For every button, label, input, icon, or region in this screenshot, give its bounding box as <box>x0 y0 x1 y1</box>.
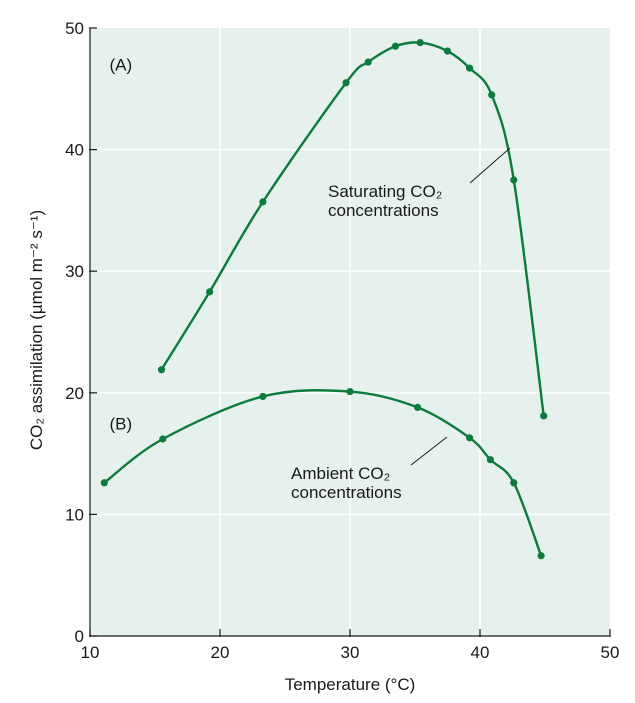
data-point <box>364 58 372 66</box>
annotation-text: concentrations <box>328 201 439 220</box>
series-line-1 <box>103 389 543 557</box>
data-point <box>206 288 214 296</box>
grid <box>90 28 610 636</box>
series-lines <box>103 41 545 557</box>
data-points <box>100 38 548 560</box>
annotation-leader-line <box>410 436 448 466</box>
data-point <box>488 91 496 99</box>
axes <box>89 27 611 637</box>
y-tick-label: 30 <box>65 262 84 281</box>
data-point <box>159 435 167 443</box>
y-axis-title: CO₂ assimilation (µmol m⁻² s⁻¹) <box>27 210 46 450</box>
data-point <box>466 64 474 72</box>
data-point <box>100 479 108 487</box>
data-point <box>510 176 518 184</box>
panel-label: (B) <box>110 414 133 433</box>
y-tick-label: 10 <box>65 505 84 524</box>
annotation-leader-line <box>469 147 511 184</box>
data-point <box>443 47 452 55</box>
y-tick-label: 0 <box>75 627 84 646</box>
data-point <box>537 552 545 560</box>
data-point <box>259 198 267 206</box>
annotation-text: concentrations <box>291 483 402 502</box>
x-tick-label: 10 <box>81 643 100 662</box>
data-point <box>416 38 424 47</box>
y-tick-label: 20 <box>65 384 84 403</box>
data-point <box>259 392 267 401</box>
panel-label: (A) <box>110 56 133 75</box>
y-tick-label: 40 <box>65 141 84 160</box>
data-point <box>510 479 518 487</box>
annotations: (A)(B)Saturating CO₂concentrationsAmbien… <box>110 56 511 502</box>
x-tick-label: 50 <box>601 643 620 662</box>
data-point <box>414 403 422 411</box>
annotation-text: Saturating CO₂ <box>328 182 442 201</box>
x-tick-label: 30 <box>341 643 360 662</box>
data-point <box>391 42 400 50</box>
series-line-0 <box>160 41 545 417</box>
data-point <box>486 456 494 464</box>
x-tick-label: 40 <box>471 643 490 662</box>
data-point <box>540 412 548 420</box>
data-point <box>346 387 354 396</box>
annotation-text: Ambient CO₂ <box>291 464 390 483</box>
y-tick-label: 50 <box>65 19 84 38</box>
data-point <box>466 434 474 442</box>
x-axis-title: Temperature (°C) <box>285 675 416 694</box>
data-point <box>342 79 350 87</box>
x-tick-label: 20 <box>211 643 230 662</box>
data-point <box>157 366 166 374</box>
